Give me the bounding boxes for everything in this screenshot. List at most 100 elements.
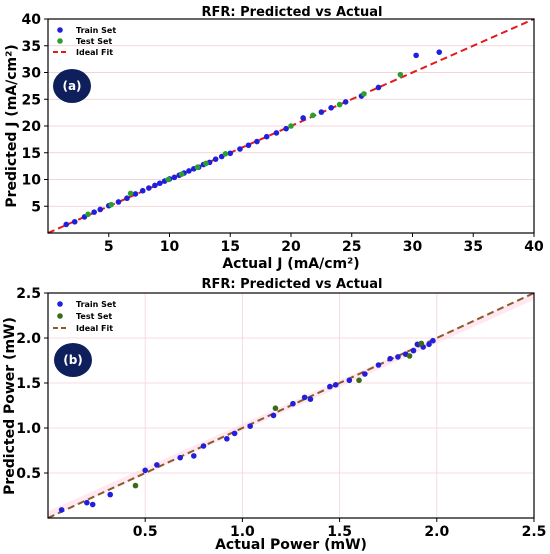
legend-b-train-label: Train Set [76,300,116,309]
train-point [177,454,183,461]
train-point [89,501,96,508]
train-point [307,396,314,403]
train-point [146,185,152,191]
x-tick-label: 1.5 [327,524,352,540]
train-point [301,394,308,401]
test-point [194,164,201,170]
legend-a-test-marker [57,38,63,44]
train-point [290,400,296,407]
badge-b-circle [54,343,92,377]
train-point [395,354,401,360]
chart-b-y-label: Predicted Power (mW) [2,317,18,495]
train-point [231,430,238,437]
train-point [84,499,90,506]
train-point [413,52,419,59]
train-point [152,182,158,189]
x-tick-label: 30 [403,239,423,255]
train-point [58,507,65,513]
chart-a-x-ticks: 5 10 15 20 25 30 35 40 [104,233,544,255]
legend-a-ideal-label: Ideal Fit [76,48,113,57]
chart-a-panel-badge: (a) [53,69,91,103]
chart-panel-a: RFR: Predicted vs Actual 5 10 15 20 25 30 35 40… [4,5,544,272]
badge-a-circle [53,69,91,103]
train-point [115,199,122,205]
y-tick-label: 2.0 [16,331,41,347]
badge-a-label: (a) [62,79,81,93]
train-point [245,142,252,149]
y-tick-label: 10 [22,173,42,189]
train-point [63,221,70,228]
test-point [336,101,343,108]
legend-a-train-marker [57,27,63,33]
test-point [132,482,139,489]
legend-b-test-label: Test Set [76,312,112,321]
test-point [406,353,413,359]
y-tick-label: 1.5 [16,376,41,392]
test-point [203,160,209,167]
test-point [222,151,229,157]
y-tick-label: 1.0 [16,421,41,437]
train-point [107,491,114,498]
test-point [397,71,404,78]
train-point [375,362,382,368]
test-point [361,91,367,97]
train-point [283,125,289,132]
legend-b-train-marker [57,301,63,307]
chart-panel-b: RFR: Predicted vs Actual 0.5 1.0 1.5 2.0 2.5… [2,277,546,553]
chart-b-legend: Train Set Test Set Ideal Fit [53,300,116,333]
y-tick-label: 30 [22,66,42,82]
train-point [327,383,333,390]
train-point [171,174,178,181]
train-point [273,130,280,136]
train-point [300,115,306,121]
train-point [186,168,192,174]
chart-a-legend: Train Set Test Set Ideal Fit [53,26,116,57]
test-point [272,405,279,412]
y-tick-label: 0.5 [16,466,41,482]
y-tick-label: 15 [22,146,41,162]
test-point [356,377,362,384]
chart-b-y-ticks: 0.5 1.0 1.5 2.0 2.5 [16,286,48,482]
chart-b-panel-badge: (b) [54,343,92,377]
test-point [127,190,134,197]
chart-b-x-label: Actual Power (mW) [215,537,367,553]
train-point [410,347,417,354]
test-point [165,176,172,183]
train-point [237,146,243,152]
chart-b-frame [47,292,535,519]
test-point [310,112,316,119]
train-point [254,138,260,145]
train-point [362,371,368,377]
train-point [426,341,432,348]
y-tick-label: 2.5 [16,286,41,302]
chart-a-points [63,49,443,228]
chart-b-title: RFR: Predicted vs Actual [202,277,383,292]
train-point [247,423,253,430]
x-tick-label: 15 [221,239,240,255]
train-point [375,84,382,91]
test-point [288,123,294,129]
train-point [342,99,349,105]
x-tick-label: 10 [160,239,180,255]
x-tick-label: 1.0 [230,524,255,540]
train-point [436,49,443,55]
train-point [387,355,393,362]
train-point [91,209,97,215]
train-point [270,412,277,419]
chart-b-x-ticks: 0.5 1.0 1.5 2.0 2.5 [133,518,546,540]
legend-b-test-marker [57,313,63,319]
train-point [430,337,436,344]
x-tick-label: 25 [342,239,361,255]
train-point [328,105,334,111]
x-tick-label: 40 [524,239,544,255]
y-tick-label: 5 [31,199,41,215]
train-point [154,462,160,468]
train-point [124,195,130,202]
train-point [156,180,163,187]
chart-a-y-ticks: 5 10 15 20 25 30 35 40 [22,12,48,215]
train-point [200,443,207,449]
train-point [71,218,78,225]
chart-a-grid [48,18,534,207]
legend-a-test-label: Test Set [76,37,112,46]
